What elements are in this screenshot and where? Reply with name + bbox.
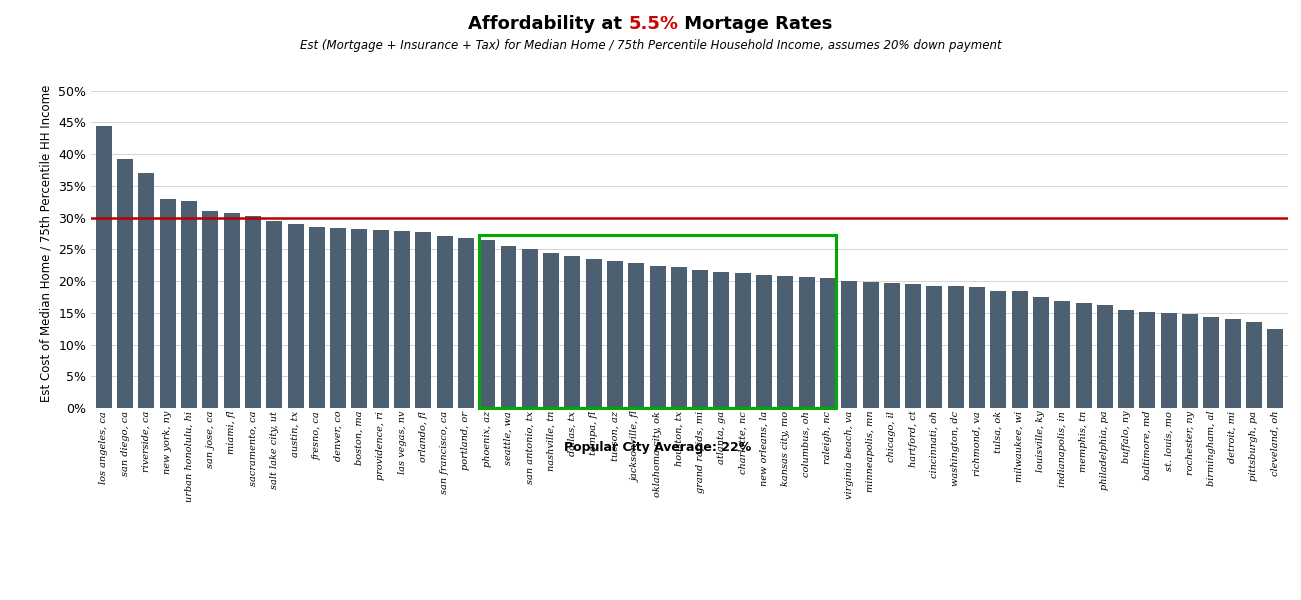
Bar — [522, 250, 537, 408]
Bar — [117, 159, 133, 408]
Bar — [415, 232, 432, 408]
Text: Affordability at: Affordability at — [468, 15, 628, 33]
Bar — [799, 277, 814, 408]
Bar — [778, 276, 794, 408]
Bar — [1097, 305, 1112, 408]
Bar — [608, 261, 623, 408]
Bar — [692, 269, 708, 408]
Bar — [863, 283, 878, 408]
Bar — [649, 266, 666, 408]
Bar — [160, 199, 176, 408]
Bar — [842, 281, 857, 408]
Bar — [565, 256, 580, 408]
Bar — [947, 286, 964, 408]
Bar — [883, 283, 900, 408]
Bar — [372, 230, 389, 408]
Text: Est (Mortgage + Insurance + Tax) for Median Home / 75th Percentile Household Inc: Est (Mortgage + Insurance + Tax) for Med… — [299, 39, 1002, 52]
Bar — [501, 245, 516, 408]
Bar — [543, 253, 559, 408]
Bar — [1224, 319, 1241, 408]
Bar — [1203, 317, 1219, 408]
Bar — [330, 228, 346, 408]
Bar — [820, 278, 837, 408]
Bar — [308, 227, 325, 408]
Bar — [713, 272, 730, 408]
Bar — [1033, 297, 1049, 408]
Bar — [479, 235, 837, 408]
Bar — [756, 275, 771, 408]
Bar — [458, 238, 474, 408]
Bar — [394, 231, 410, 408]
Bar — [671, 267, 687, 408]
Bar — [181, 201, 196, 408]
Y-axis label: Est Cost of Median Home / 75th Percentile HH Income: Est Cost of Median Home / 75th Percentil… — [39, 85, 52, 401]
Text: Mortage Rates: Mortage Rates — [678, 15, 833, 33]
Bar — [1054, 301, 1071, 408]
Bar — [1076, 303, 1092, 408]
Bar — [245, 216, 262, 408]
Bar — [905, 284, 921, 408]
Bar — [628, 263, 644, 408]
Bar — [96, 125, 112, 408]
Bar — [1012, 291, 1028, 408]
Bar — [288, 224, 303, 408]
Bar — [1267, 329, 1283, 408]
Bar — [735, 273, 751, 408]
Bar — [267, 221, 282, 408]
Bar — [1160, 313, 1176, 408]
Bar — [969, 287, 985, 408]
Bar — [990, 290, 1007, 408]
Bar — [351, 229, 367, 408]
Bar — [224, 212, 239, 408]
Bar — [926, 286, 942, 408]
Text: Popular City Average: 22%: Popular City Average: 22% — [563, 441, 751, 454]
Bar — [138, 173, 155, 408]
Bar — [203, 211, 219, 408]
Bar — [1246, 322, 1262, 408]
Bar — [585, 259, 601, 408]
Bar — [479, 241, 496, 408]
Bar — [1118, 310, 1134, 408]
Bar — [1140, 311, 1155, 408]
Bar — [1183, 314, 1198, 408]
Bar — [437, 236, 453, 408]
Text: 5.5%: 5.5% — [628, 15, 678, 33]
